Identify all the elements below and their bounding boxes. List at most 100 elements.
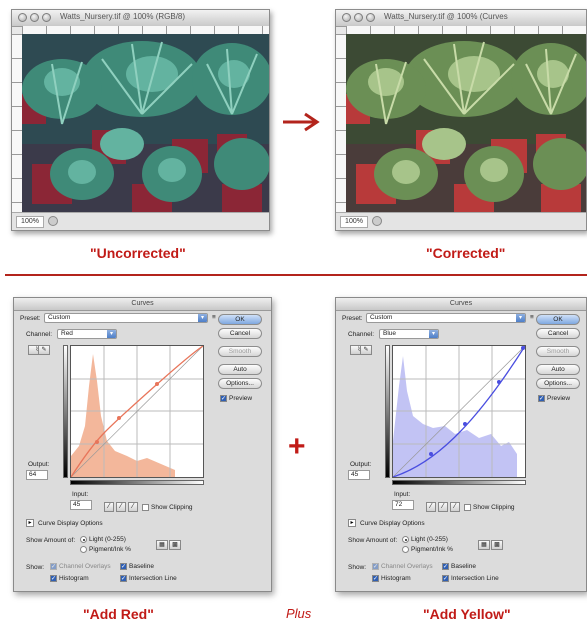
histogram-checkbox[interactable]: ✓ (50, 575, 57, 582)
intersection-line-checkbox[interactable]: ✓ (120, 575, 127, 582)
window-title: Watts_Nursery.tif @ 100% (Curves (384, 12, 508, 21)
options-button[interactable]: Options... (218, 378, 262, 389)
cancel-button[interactable]: Cancel (218, 328, 262, 339)
auto-button[interactable]: Auto (218, 364, 262, 375)
minimize-window-icon[interactable] (30, 13, 39, 22)
preset-options-icon[interactable]: ≡ (212, 314, 216, 321)
intersection-line-checkbox[interactable]: ✓ (442, 575, 449, 582)
caption-plus: Plus (286, 606, 312, 621)
output-field[interactable]: 64 (26, 470, 48, 480)
input-field[interactable]: 72 (392, 500, 414, 510)
pencil-tool[interactable]: ✎ (360, 345, 372, 355)
preset-label: Preset: (20, 315, 41, 322)
baseline-checkbox[interactable]: ✓ (120, 563, 127, 570)
zoom-window-icon[interactable] (366, 13, 375, 22)
curve-point[interactable] (463, 422, 467, 426)
preset-label: Preset: (342, 315, 363, 322)
caption-add-yellow: "Add Yellow" (423, 606, 511, 622)
show-clipping-checkbox[interactable] (142, 504, 149, 511)
black-eyedropper-icon[interactable]: ⁄ (104, 502, 114, 512)
baseline-label: Baseline (451, 563, 476, 570)
show-amount-label: Show Amount of: (348, 537, 398, 544)
show-clipping-checkbox[interactable] (464, 504, 471, 511)
preview-label: Preview (547, 395, 571, 402)
output-field[interactable]: 45 (348, 470, 370, 480)
curve-display-options-toggle[interactable]: ▸ (26, 519, 34, 527)
simple-grid-icon[interactable]: ▦ (156, 540, 168, 550)
red-histogram (71, 354, 175, 477)
curve-point[interactable] (155, 382, 159, 386)
status-bar: 100% (12, 212, 269, 230)
white-eyedropper-icon[interactable]: ⁄ (128, 502, 138, 512)
detailed-grid-icon[interactable]: ▩ (491, 540, 503, 550)
pencil-tool[interactable]: ✎ (38, 345, 50, 355)
histogram-checkbox[interactable]: ✓ (372, 575, 379, 582)
corrected-plant-photo (346, 34, 586, 213)
channel-label: Channel: (348, 331, 375, 338)
minimize-window-icon[interactable] (354, 13, 363, 22)
channel-overlays-checkbox[interactable]: ✓ (50, 563, 57, 570)
curves-graph[interactable] (70, 345, 204, 478)
preview-checkbox[interactable]: ✓ (538, 395, 545, 402)
chevron-down-icon: ▾ (198, 314, 207, 322)
light-radio[interactable] (80, 536, 87, 543)
channel-overlays-label: Channel Overlays (59, 563, 111, 570)
show-amount-label: Show Amount of: (26, 537, 76, 544)
pigment-radio[interactable] (80, 546, 87, 553)
gray-eyedropper-icon[interactable]: ⁄ (438, 502, 448, 512)
preset-dropdown[interactable]: Custom ▾ (44, 313, 208, 323)
curve-point[interactable] (117, 416, 121, 420)
status-bar: 100% (336, 212, 586, 230)
channel-overlays-checkbox[interactable]: ✓ (372, 563, 379, 570)
curve-display-options-label: Curve Display Options (38, 520, 103, 527)
curve-display-options-label: Curve Display Options (360, 520, 425, 527)
options-button[interactable]: Options... (536, 378, 580, 389)
zoom-level-field[interactable]: 100% (340, 216, 368, 228)
curve-point[interactable] (95, 440, 99, 444)
gray-eyedropper-icon[interactable]: ⁄ (116, 502, 126, 512)
detailed-grid-icon[interactable]: ▩ (169, 540, 181, 550)
smooth-button[interactable]: Smooth (218, 346, 262, 357)
preview-checkbox[interactable]: ✓ (220, 395, 227, 402)
show-clipping-label: Show Clipping (151, 504, 193, 511)
preset-dropdown[interactable]: Custom ▾ (366, 313, 526, 323)
channel-dropdown[interactable]: Red ▾ (57, 329, 117, 339)
light-option-label: Light (0-255) (89, 536, 126, 543)
curves-graph[interactable] (392, 345, 526, 478)
white-eyedropper-icon[interactable]: ⁄ (450, 502, 460, 512)
zoom-level-field[interactable]: 100% (16, 216, 44, 228)
curve-point[interactable] (429, 452, 433, 456)
channel-dropdown[interactable]: Blue ▾ (379, 329, 439, 339)
channel-label: Channel: (26, 331, 53, 338)
baseline-checkbox[interactable]: ✓ (442, 563, 449, 570)
window-title: Watts_Nursery.tif @ 100% (RGB/8) (60, 12, 186, 21)
histogram-label: Histogram (381, 575, 411, 582)
smooth-button[interactable]: Smooth (536, 346, 580, 357)
window-titlebar[interactable]: Watts_Nursery.tif @ 100% (Curves (336, 10, 586, 27)
plus-sign: + (288, 430, 306, 463)
curve-point[interactable] (497, 380, 501, 384)
preset-options-icon[interactable]: ≡ (530, 314, 534, 321)
close-window-icon[interactable] (18, 13, 27, 22)
curve-display-options-toggle[interactable]: ▸ (348, 519, 356, 527)
curves-dialog-red: Curves Preset: Custom ▾ ≡ Channel: Red ▾ ⌇… (13, 297, 272, 592)
ok-button[interactable]: OK (536, 314, 580, 325)
auto-button[interactable]: Auto (536, 364, 580, 375)
pigment-radio[interactable] (402, 546, 409, 553)
cancel-button[interactable]: Cancel (536, 328, 580, 339)
document-info-icon[interactable] (372, 216, 382, 226)
ok-button[interactable]: OK (218, 314, 262, 325)
window-titlebar[interactable]: Watts_Nursery.tif @ 100% (RGB/8) (12, 10, 269, 27)
pigment-option-label: Pigment/Ink % (89, 546, 131, 553)
zoom-window-icon[interactable] (42, 13, 51, 22)
document-info-icon[interactable] (48, 216, 58, 226)
curve-point[interactable] (521, 346, 525, 350)
histogram-label: Histogram (59, 575, 89, 582)
light-radio[interactable] (402, 536, 409, 543)
close-window-icon[interactable] (342, 13, 351, 22)
input-field[interactable]: 45 (70, 500, 92, 510)
preview-label: Preview (229, 395, 253, 402)
show-label: Show: (348, 564, 367, 571)
black-eyedropper-icon[interactable]: ⁄ (426, 502, 436, 512)
simple-grid-icon[interactable]: ▦ (478, 540, 490, 550)
